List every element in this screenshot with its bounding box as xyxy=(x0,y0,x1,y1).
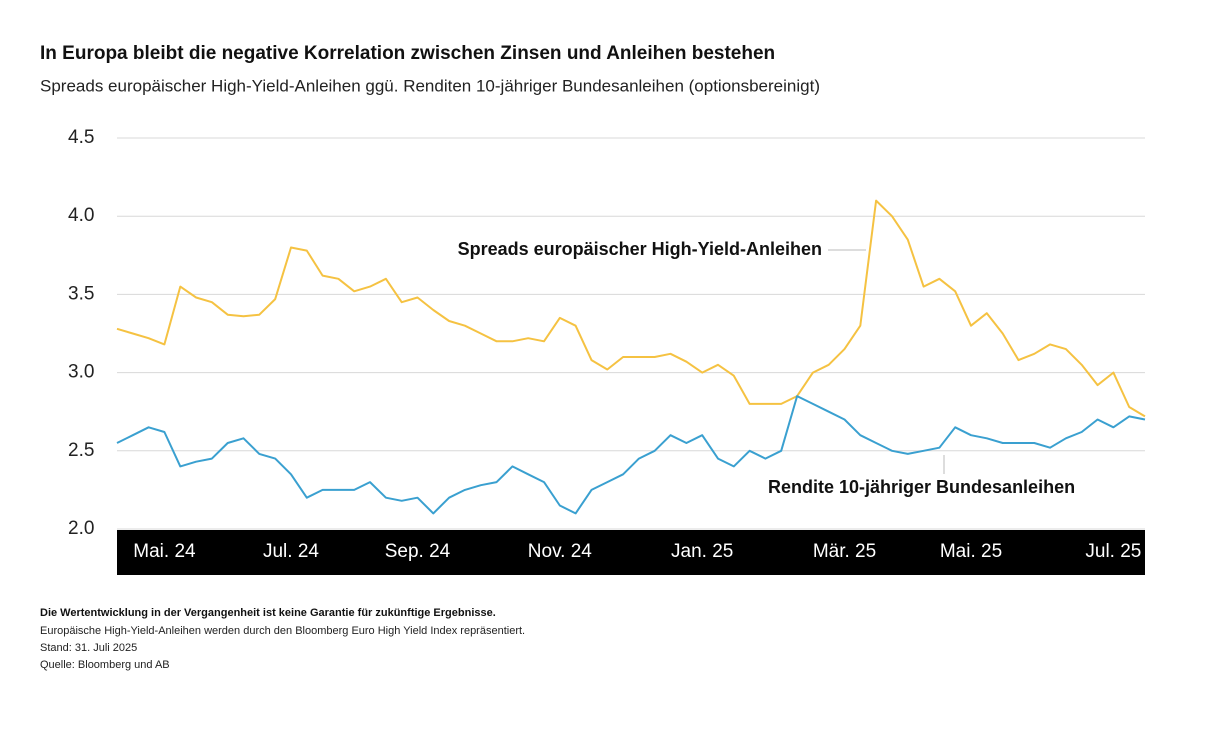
y-tick-label: 4.0 xyxy=(68,205,94,226)
chart-title: In Europa bleibt die negative Korrelatio… xyxy=(40,43,775,64)
y-tick-label: 3.5 xyxy=(68,283,94,304)
x-tick-label: Jul. 25 xyxy=(1085,541,1141,562)
footnote: Stand: 31. Juli 2025 xyxy=(40,642,137,654)
x-tick-label: Nov. 24 xyxy=(528,541,593,562)
x-tick-label: Mai. 24 xyxy=(133,541,196,562)
x-tick-label: Jul. 24 xyxy=(263,541,319,562)
data-line xyxy=(116,395,1146,515)
data-line xyxy=(116,199,1146,418)
series-annotation: Spreads europäischer High-Yield-Anleihen xyxy=(458,239,822,259)
y-tick-label: 3.0 xyxy=(68,362,94,383)
x-tick-label: Mai. 25 xyxy=(940,541,1002,562)
chart-subtitle: Spreads europäischer High-Yield-Anleihen… xyxy=(40,76,820,95)
footnote: Europäische High-Yield-Anleihen werden d… xyxy=(40,625,525,637)
footnote: Die Wertentwicklung in der Vergangenheit… xyxy=(40,607,496,619)
x-tick-label: Jan. 25 xyxy=(671,541,733,562)
x-axis-band xyxy=(117,530,1145,575)
y-tick-label: 2.0 xyxy=(68,518,94,539)
footnote: Quelle: Bloomberg und AB xyxy=(40,659,170,671)
series-annotation: Rendite 10-jähriger Bundesanleihen xyxy=(768,477,1075,497)
y-tick-label: 4.5 xyxy=(68,127,94,148)
x-tick-label: Sep. 24 xyxy=(385,541,451,562)
y-tick-label: 2.5 xyxy=(68,440,94,461)
x-tick-label: Mär. 25 xyxy=(813,541,876,562)
